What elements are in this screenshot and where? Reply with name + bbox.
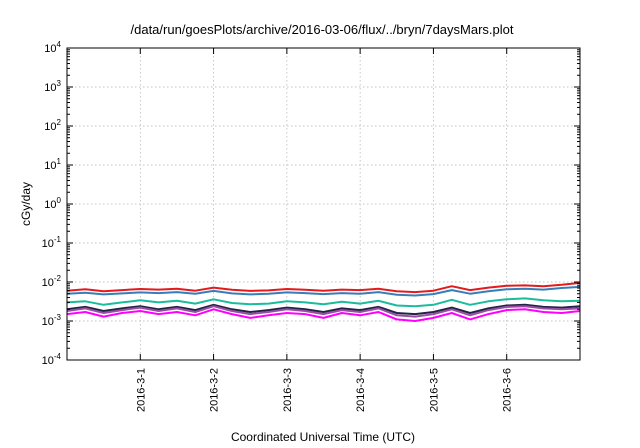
axis-ticks	[67, 47, 580, 361]
x-tick-label: 2016-3-2	[209, 368, 221, 412]
x-tick-label: 2016-3-5	[428, 368, 440, 412]
y-tick-label: 101	[44, 157, 61, 172]
x-tick-label: 2016-3-3	[282, 368, 294, 412]
y-tick-label: 100	[44, 196, 61, 211]
series-line	[66, 285, 581, 297]
series-lines	[66, 281, 581, 322]
chart-title: /data/run/goesPlots/archive/2016-03-06/f…	[131, 22, 514, 37]
y-tick-label: 10-4	[42, 352, 62, 367]
y-tick-labels: 10-4 10-3 10-2 10-1 100 101 102 103 104	[42, 40, 62, 367]
series-line	[66, 281, 581, 294]
x-tick-label: 2016-3-1	[135, 368, 147, 412]
y-tick-label: 10-1	[42, 235, 62, 250]
y-tick-label: 10-2	[42, 274, 62, 289]
y-tick-label: 103	[44, 79, 61, 94]
x-tick-label: 2016-3-6	[502, 368, 514, 412]
x-tick-labels: 2016-3-1 2016-3-2 2016-3-3 2016-3-4 2016-3-5…	[135, 368, 513, 412]
y-tick-label: 104	[44, 40, 61, 55]
series-line	[66, 305, 581, 318]
series-line	[66, 297, 581, 308]
x-axis-label: Coordinated Universal Time (UTC)	[231, 430, 415, 444]
y-tick-label: 102	[44, 118, 61, 133]
x-tick-label: 2016-3-4	[355, 368, 367, 412]
series-line	[66, 308, 581, 322]
y-axis-label: cGy/day	[19, 182, 33, 226]
series-line	[66, 303, 581, 316]
y-tick-label: 10-3	[42, 313, 62, 328]
